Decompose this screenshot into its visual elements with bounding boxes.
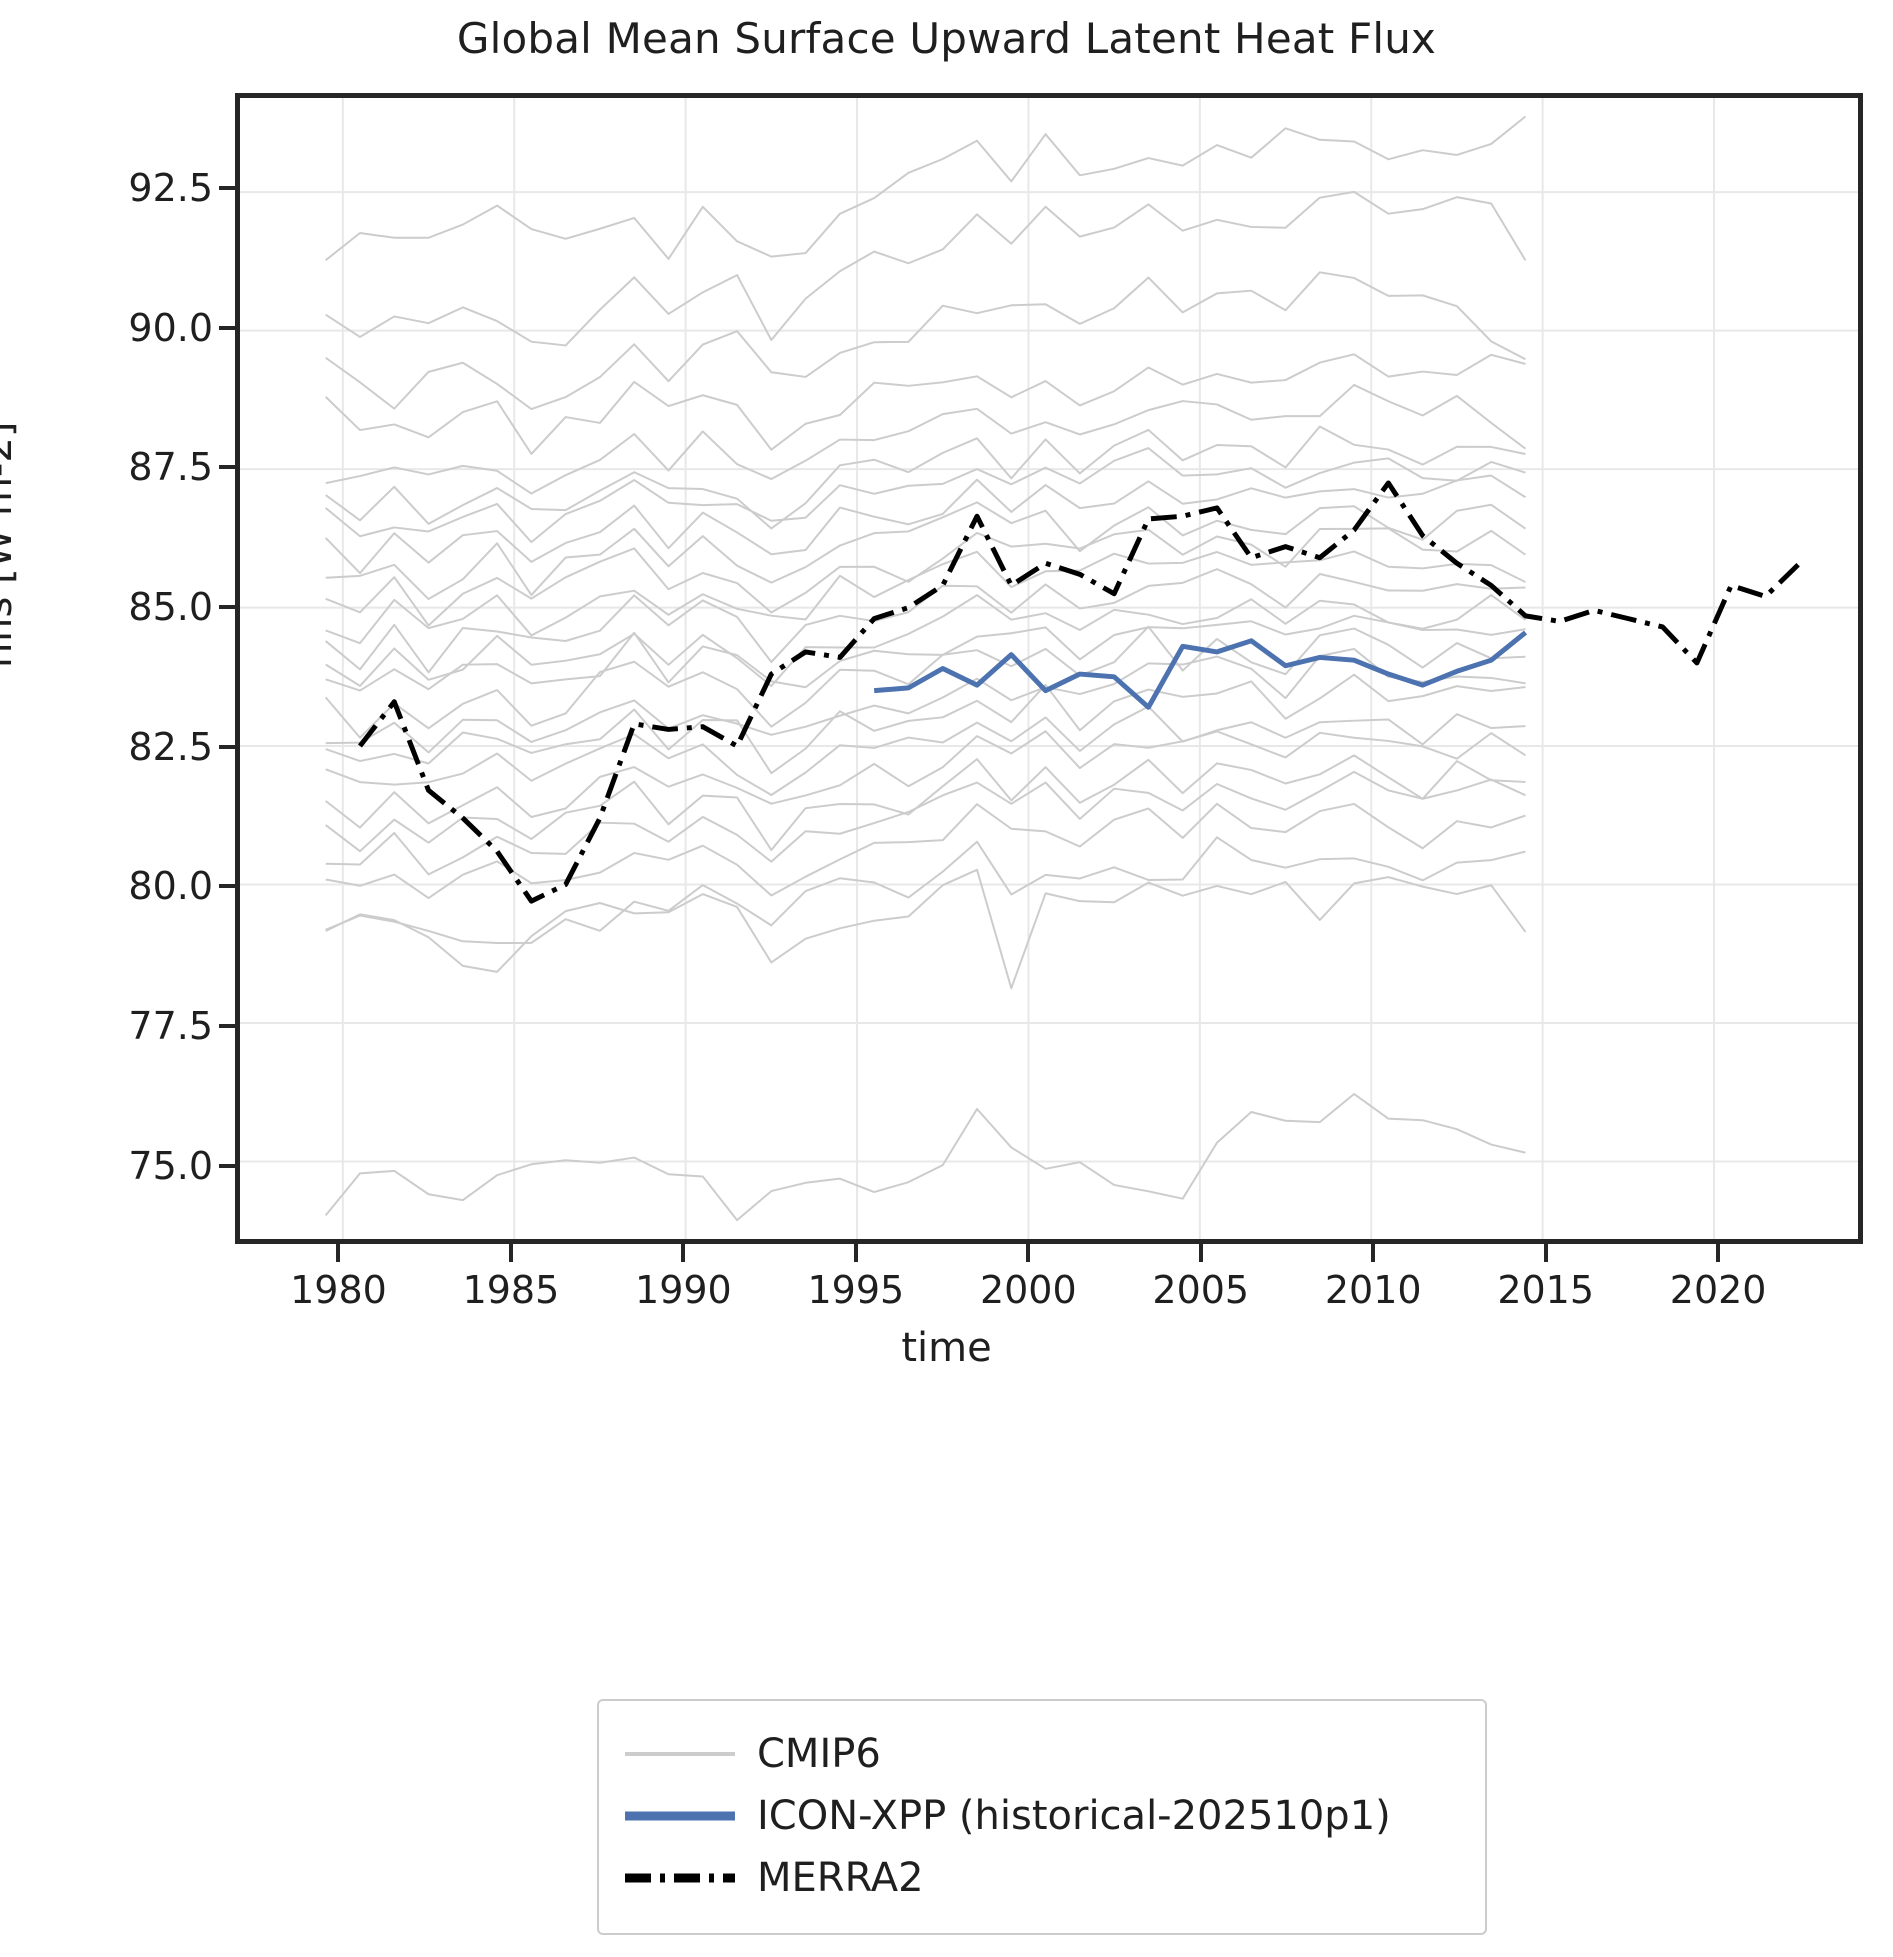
x-tick-label: 2005 bbox=[1152, 1268, 1250, 1312]
y-tick-mark bbox=[219, 465, 235, 470]
y-tick-mark bbox=[219, 185, 235, 190]
y-tick-label: 92.5 bbox=[128, 165, 213, 210]
legend-swatch-cmip6 bbox=[621, 1737, 739, 1771]
legend-item-merra2[interactable]: MERRA2 bbox=[599, 1847, 1485, 1909]
x-tick-mark bbox=[336, 1244, 341, 1262]
chart-legend: CMIP6 ICON-XPP (historical-202510p1) MER… bbox=[597, 1699, 1487, 1935]
y-tick-mark bbox=[219, 325, 235, 330]
y-tick-mark bbox=[219, 744, 235, 749]
x-tick-mark bbox=[853, 1244, 858, 1262]
x-tick-label: 1990 bbox=[635, 1268, 732, 1312]
x-tick-mark bbox=[1198, 1244, 1203, 1262]
plot-area bbox=[235, 93, 1863, 1244]
x-tick-mark bbox=[1371, 1244, 1376, 1262]
legend-label-cmip6: CMIP6 bbox=[757, 1731, 881, 1777]
legend-swatch-merra2 bbox=[621, 1861, 739, 1895]
chart-title: Global Mean Surface Upward Latent Heat F… bbox=[456, 14, 1437, 63]
y-tick-label: 75.0 bbox=[128, 1143, 213, 1188]
x-tick-mark bbox=[681, 1244, 686, 1262]
cmip6-ensemble-lines bbox=[324, 115, 1527, 1222]
y-tick-label: 77.5 bbox=[128, 1004, 213, 1049]
x-tick-label: 1985 bbox=[462, 1268, 560, 1312]
legend-swatch-icon-xpp bbox=[621, 1799, 739, 1833]
merra2-line bbox=[358, 480, 1802, 904]
legend-label-merra2: MERRA2 bbox=[757, 1855, 924, 1901]
legend-item-icon-xpp[interactable]: ICON-XPP (historical-202510p1) bbox=[599, 1785, 1485, 1847]
y-tick-label: 82.5 bbox=[128, 724, 213, 769]
x-tick-label: 1995 bbox=[807, 1268, 905, 1312]
x-tick-label: 2020 bbox=[1669, 1268, 1767, 1312]
x-tick-mark bbox=[1026, 1244, 1031, 1262]
x-tick-mark bbox=[1543, 1244, 1548, 1262]
x-tick-label: 2015 bbox=[1497, 1268, 1595, 1312]
y-tick-mark bbox=[219, 1163, 235, 1168]
x-tick-label: 1980 bbox=[290, 1268, 387, 1312]
y-tick-label: 87.5 bbox=[128, 445, 213, 490]
x-tick-mark bbox=[1716, 1244, 1721, 1262]
x-tick-mark bbox=[508, 1244, 513, 1262]
legend-label-icon-xpp: ICON-XPP (historical-202510p1) bbox=[757, 1793, 1391, 1839]
x-tick-label: 2000 bbox=[979, 1268, 1077, 1312]
y-tick-label: 80.0 bbox=[128, 864, 213, 909]
x-tick-label: 2010 bbox=[1324, 1268, 1422, 1312]
y-tick-label: 85.0 bbox=[128, 585, 213, 630]
x-axis-label: time bbox=[901, 1325, 992, 1371]
legend-item-cmip6[interactable]: CMIP6 bbox=[599, 1723, 1485, 1785]
y-tick-label: 90.0 bbox=[128, 305, 213, 350]
y-tick-mark bbox=[219, 884, 235, 889]
plot-svg bbox=[240, 98, 1858, 1239]
y-tick-mark bbox=[219, 605, 235, 610]
icon-xpp-line bbox=[873, 630, 1528, 710]
grid-lines bbox=[240, 98, 1858, 1239]
y-tick-mark bbox=[219, 1024, 235, 1029]
